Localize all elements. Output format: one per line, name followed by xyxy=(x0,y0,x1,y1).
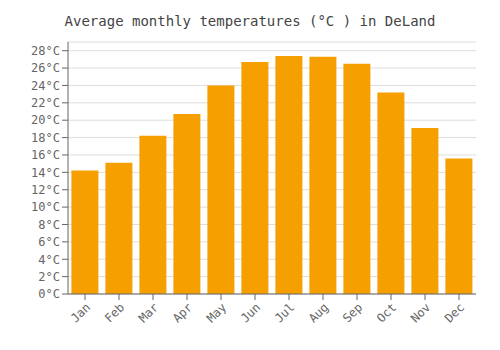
svg-text:4°C: 4°C xyxy=(38,253,60,267)
svg-text:0°C: 0°C xyxy=(38,287,60,301)
svg-text:14°C: 14°C xyxy=(31,166,60,180)
svg-text:6°C: 6°C xyxy=(38,235,60,249)
svg-text:16°C: 16°C xyxy=(31,148,60,162)
svg-text:Aug: Aug xyxy=(306,300,331,325)
svg-text:May: May xyxy=(204,300,229,325)
svg-text:8°C: 8°C xyxy=(38,218,60,232)
svg-text:Oct: Oct xyxy=(374,300,399,325)
svg-text:28°C: 28°C xyxy=(31,44,60,58)
html-text:Average monthly temperatures (: Average monthly temperatures (°C ) in De… xyxy=(64,13,436,29)
svg-text:Jun: Jun xyxy=(238,300,263,325)
svg-text:Dec: Dec xyxy=(442,300,467,325)
svg-text:Sep: Sep xyxy=(340,300,365,325)
svg-text:24°C: 24°C xyxy=(31,79,60,93)
svg-text:20°C: 20°C xyxy=(31,113,60,127)
svg-text:Jan: Jan xyxy=(68,300,93,325)
svg-text:22°C: 22°C xyxy=(31,96,60,110)
svg-text:12°C: 12°C xyxy=(31,183,60,197)
svg-text:Jul: Jul xyxy=(272,300,297,325)
svg-text:2°C: 2°C xyxy=(38,270,60,284)
svg-text:18°C: 18°C xyxy=(31,131,60,145)
svg-text:26°C: 26°C xyxy=(31,61,60,75)
svg-text:10°C: 10°C xyxy=(31,200,60,214)
svg-text:Nov: Nov xyxy=(408,300,433,325)
svg-text:Mar: Mar xyxy=(136,300,161,325)
svg-text:Feb: Feb xyxy=(102,300,127,325)
svg-text:Apr: Apr xyxy=(170,300,195,325)
